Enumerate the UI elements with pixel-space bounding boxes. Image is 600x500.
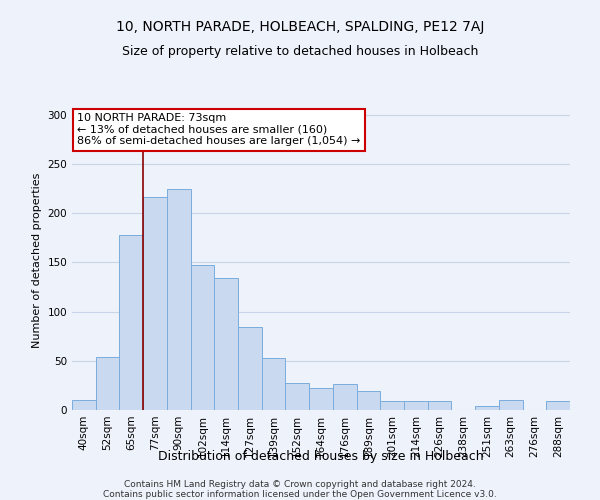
Bar xyxy=(428,401,451,410)
Bar xyxy=(286,384,309,410)
Bar xyxy=(546,401,570,410)
Bar xyxy=(356,392,380,410)
Text: Distribution of detached houses by size in Holbeach: Distribution of detached houses by size … xyxy=(158,450,484,463)
Bar xyxy=(214,278,238,410)
Bar xyxy=(72,400,96,410)
Bar xyxy=(96,357,119,410)
Text: Size of property relative to detached houses in Holbeach: Size of property relative to detached ho… xyxy=(122,45,478,58)
Bar xyxy=(238,328,262,410)
Bar xyxy=(404,401,428,410)
Text: 10 NORTH PARADE: 73sqm
← 13% of detached houses are smaller (160)
86% of semi-de: 10 NORTH PARADE: 73sqm ← 13% of detached… xyxy=(77,113,361,146)
Text: 10, NORTH PARADE, HOLBEACH, SPALDING, PE12 7AJ: 10, NORTH PARADE, HOLBEACH, SPALDING, PE… xyxy=(116,20,484,34)
Bar xyxy=(119,235,143,410)
Y-axis label: Number of detached properties: Number of detached properties xyxy=(32,172,42,348)
Bar xyxy=(143,196,167,410)
Bar xyxy=(333,384,356,410)
Bar xyxy=(309,388,333,410)
Bar xyxy=(475,406,499,410)
Bar xyxy=(499,400,523,410)
Bar xyxy=(167,188,191,410)
Bar xyxy=(380,401,404,410)
Text: Contains HM Land Registry data © Crown copyright and database right 2024.
Contai: Contains HM Land Registry data © Crown c… xyxy=(103,480,497,500)
Bar xyxy=(191,266,214,410)
Bar xyxy=(262,358,286,410)
